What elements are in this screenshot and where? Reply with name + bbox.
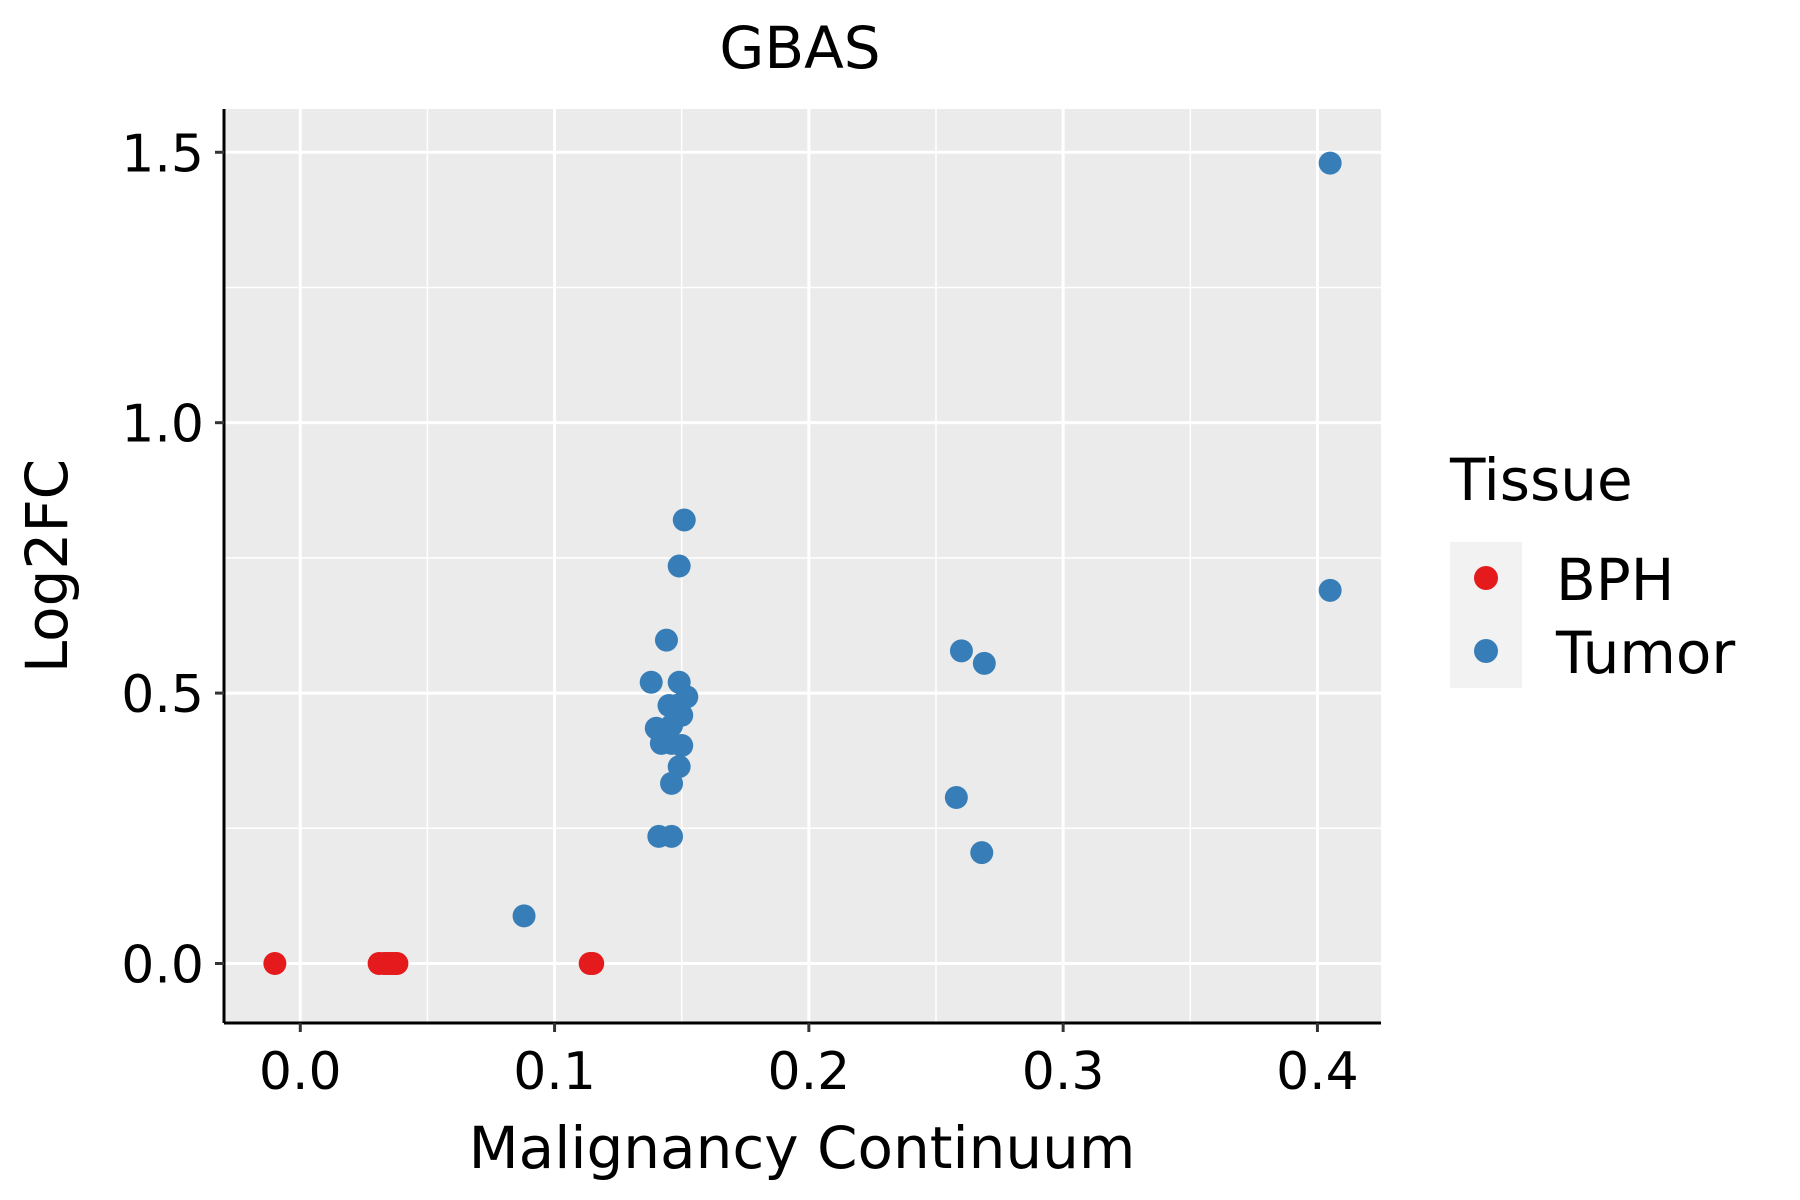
x-axis-ticks: 0.0 0.1 0.2 0.3 0.4 — [259, 1023, 1359, 1102]
y-tick-label: 0.5 — [121, 665, 204, 725]
legend-key-background — [1450, 542, 1522, 688]
tumor-point — [1318, 151, 1342, 175]
tumor-point — [639, 670, 663, 694]
tumor-point — [660, 824, 684, 848]
tumor-point — [654, 628, 678, 652]
y-tick-label: 0.0 — [121, 936, 204, 996]
legend-bph-marker — [1474, 566, 1498, 590]
x-axis-label: Malignancy Continuum — [469, 1114, 1136, 1182]
x-tick-label: 0.2 — [768, 1042, 851, 1102]
bph-point — [263, 952, 287, 976]
bph-point — [385, 952, 409, 976]
plot-panel — [224, 109, 1381, 1023]
tumor-point — [660, 771, 684, 795]
legend-title: Tissue — [1449, 446, 1633, 514]
data-points — [263, 151, 1342, 976]
x-tick-label: 0.3 — [1022, 1042, 1105, 1102]
tumor-point — [672, 508, 696, 532]
tumor-point — [970, 841, 994, 865]
tumor-point — [1318, 578, 1342, 602]
tumor-point — [972, 651, 996, 675]
legend-tumor-marker — [1474, 639, 1498, 663]
tumor-point — [949, 639, 973, 663]
tumor-point — [670, 734, 694, 758]
legend-tumor-label: Tumor — [1555, 619, 1735, 687]
legend: Tissue BPH Tumor — [1449, 446, 1735, 688]
tumor-point — [512, 904, 536, 928]
bph-point — [581, 952, 605, 976]
y-tick-label: 1.5 — [121, 124, 204, 184]
x-tick-label: 0.4 — [1276, 1042, 1359, 1102]
legend-bph-label: BPH — [1556, 546, 1674, 614]
y-axis-label: Log2FC — [13, 459, 81, 673]
chart-title: GBAS — [719, 14, 880, 82]
x-tick-label: 0.1 — [513, 1042, 596, 1102]
y-axis-ticks: 0.0 0.5 1.0 1.5 — [121, 124, 224, 996]
grid-lines — [224, 109, 1381, 1023]
x-tick-label: 0.0 — [259, 1042, 342, 1102]
y-tick-label: 1.0 — [121, 395, 204, 455]
tumor-point — [667, 554, 691, 578]
tumor-point — [944, 785, 968, 809]
